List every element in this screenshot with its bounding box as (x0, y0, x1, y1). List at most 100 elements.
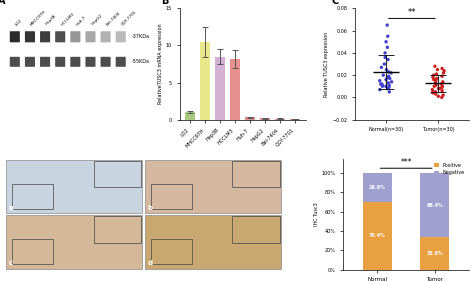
Text: ***: *** (401, 158, 412, 167)
FancyBboxPatch shape (10, 57, 20, 67)
Bar (201, 42, 210, 120)
Point (376, 78, 383, 83)
Point (378, 83, 386, 87)
Text: a: a (9, 205, 14, 211)
Point (436, 86, 443, 91)
Point (429, 91, 437, 95)
Text: 29.6%: 29.6% (369, 185, 386, 190)
Bar (145, 160, 281, 213)
Point (383, 23, 391, 27)
Text: **: ** (408, 8, 416, 17)
FancyBboxPatch shape (85, 57, 95, 67)
Point (377, 82, 384, 86)
Point (440, 69, 448, 73)
Bar (420, 173, 449, 237)
Point (385, 74, 392, 78)
Point (432, 78, 439, 83)
Point (430, 77, 438, 82)
Bar (232, 161, 280, 187)
Bar (275, 119, 285, 120)
Bar (232, 216, 280, 243)
Point (385, 90, 393, 94)
Point (383, 67, 390, 72)
Bar (260, 118, 270, 120)
FancyBboxPatch shape (116, 31, 126, 42)
Point (383, 40, 390, 44)
Text: MHCC97H: MHCC97H (30, 9, 47, 26)
Point (384, 81, 392, 85)
Legend: Positive, Negative: Positive, Negative (432, 161, 467, 177)
FancyBboxPatch shape (55, 57, 65, 67)
Point (388, 80, 395, 84)
Text: HepG2: HepG2 (91, 13, 103, 26)
Bar (230, 59, 240, 120)
Bar (246, 117, 255, 120)
Point (439, 80, 447, 84)
Point (386, 76, 393, 81)
Bar (151, 183, 192, 209)
Point (438, 74, 446, 78)
Text: LO2: LO2 (15, 18, 23, 26)
Text: Bel-7404: Bel-7404 (106, 10, 121, 26)
Point (378, 82, 385, 86)
Bar (145, 215, 281, 269)
FancyBboxPatch shape (40, 57, 50, 67)
Point (438, 89, 446, 93)
Bar (363, 202, 392, 270)
Point (434, 67, 441, 72)
Point (432, 81, 439, 85)
FancyBboxPatch shape (85, 31, 95, 42)
Text: Huh-7: Huh-7 (75, 15, 87, 26)
Point (376, 87, 384, 92)
Point (379, 84, 386, 89)
FancyBboxPatch shape (100, 57, 110, 67)
Y-axis label: Relative TUSC3 expression: Relative TUSC3 expression (324, 31, 329, 97)
Point (432, 92, 439, 96)
Point (380, 73, 387, 77)
Bar (363, 173, 392, 202)
Text: 70.4%: 70.4% (369, 233, 386, 238)
Text: C: C (332, 0, 339, 6)
Bar (93, 216, 141, 243)
Text: 66.4%: 66.4% (427, 203, 443, 208)
Point (433, 76, 440, 81)
Bar (6, 215, 142, 269)
Bar (6, 160, 142, 213)
Bar (12, 239, 54, 264)
Text: b: b (148, 205, 153, 211)
FancyBboxPatch shape (40, 31, 50, 42)
Text: -55KDa: -55KDa (132, 59, 150, 64)
Point (378, 65, 385, 70)
FancyBboxPatch shape (100, 31, 110, 42)
Point (432, 90, 439, 94)
Text: 33.6%: 33.6% (427, 251, 443, 256)
Point (438, 82, 445, 86)
Point (429, 90, 437, 94)
FancyBboxPatch shape (55, 31, 65, 42)
Point (382, 55, 389, 60)
Point (382, 84, 390, 89)
Point (430, 84, 438, 89)
FancyBboxPatch shape (25, 31, 35, 42)
Point (428, 87, 436, 92)
Point (385, 85, 393, 90)
Point (430, 73, 438, 77)
Text: HCCLM3: HCCLM3 (60, 11, 75, 26)
Point (439, 93, 447, 98)
Point (432, 83, 440, 87)
Point (383, 45, 391, 50)
Point (438, 85, 446, 90)
Point (385, 70, 392, 74)
Point (387, 71, 395, 75)
Bar (185, 112, 195, 120)
Point (383, 75, 391, 80)
Point (384, 86, 392, 91)
Point (435, 86, 442, 91)
Point (384, 57, 392, 62)
Y-axis label: IHC Tusc3: IHC Tusc3 (314, 202, 319, 226)
Text: A: A (0, 0, 6, 6)
Bar (290, 119, 300, 120)
FancyBboxPatch shape (70, 57, 81, 67)
Point (381, 62, 388, 66)
Point (435, 94, 442, 99)
